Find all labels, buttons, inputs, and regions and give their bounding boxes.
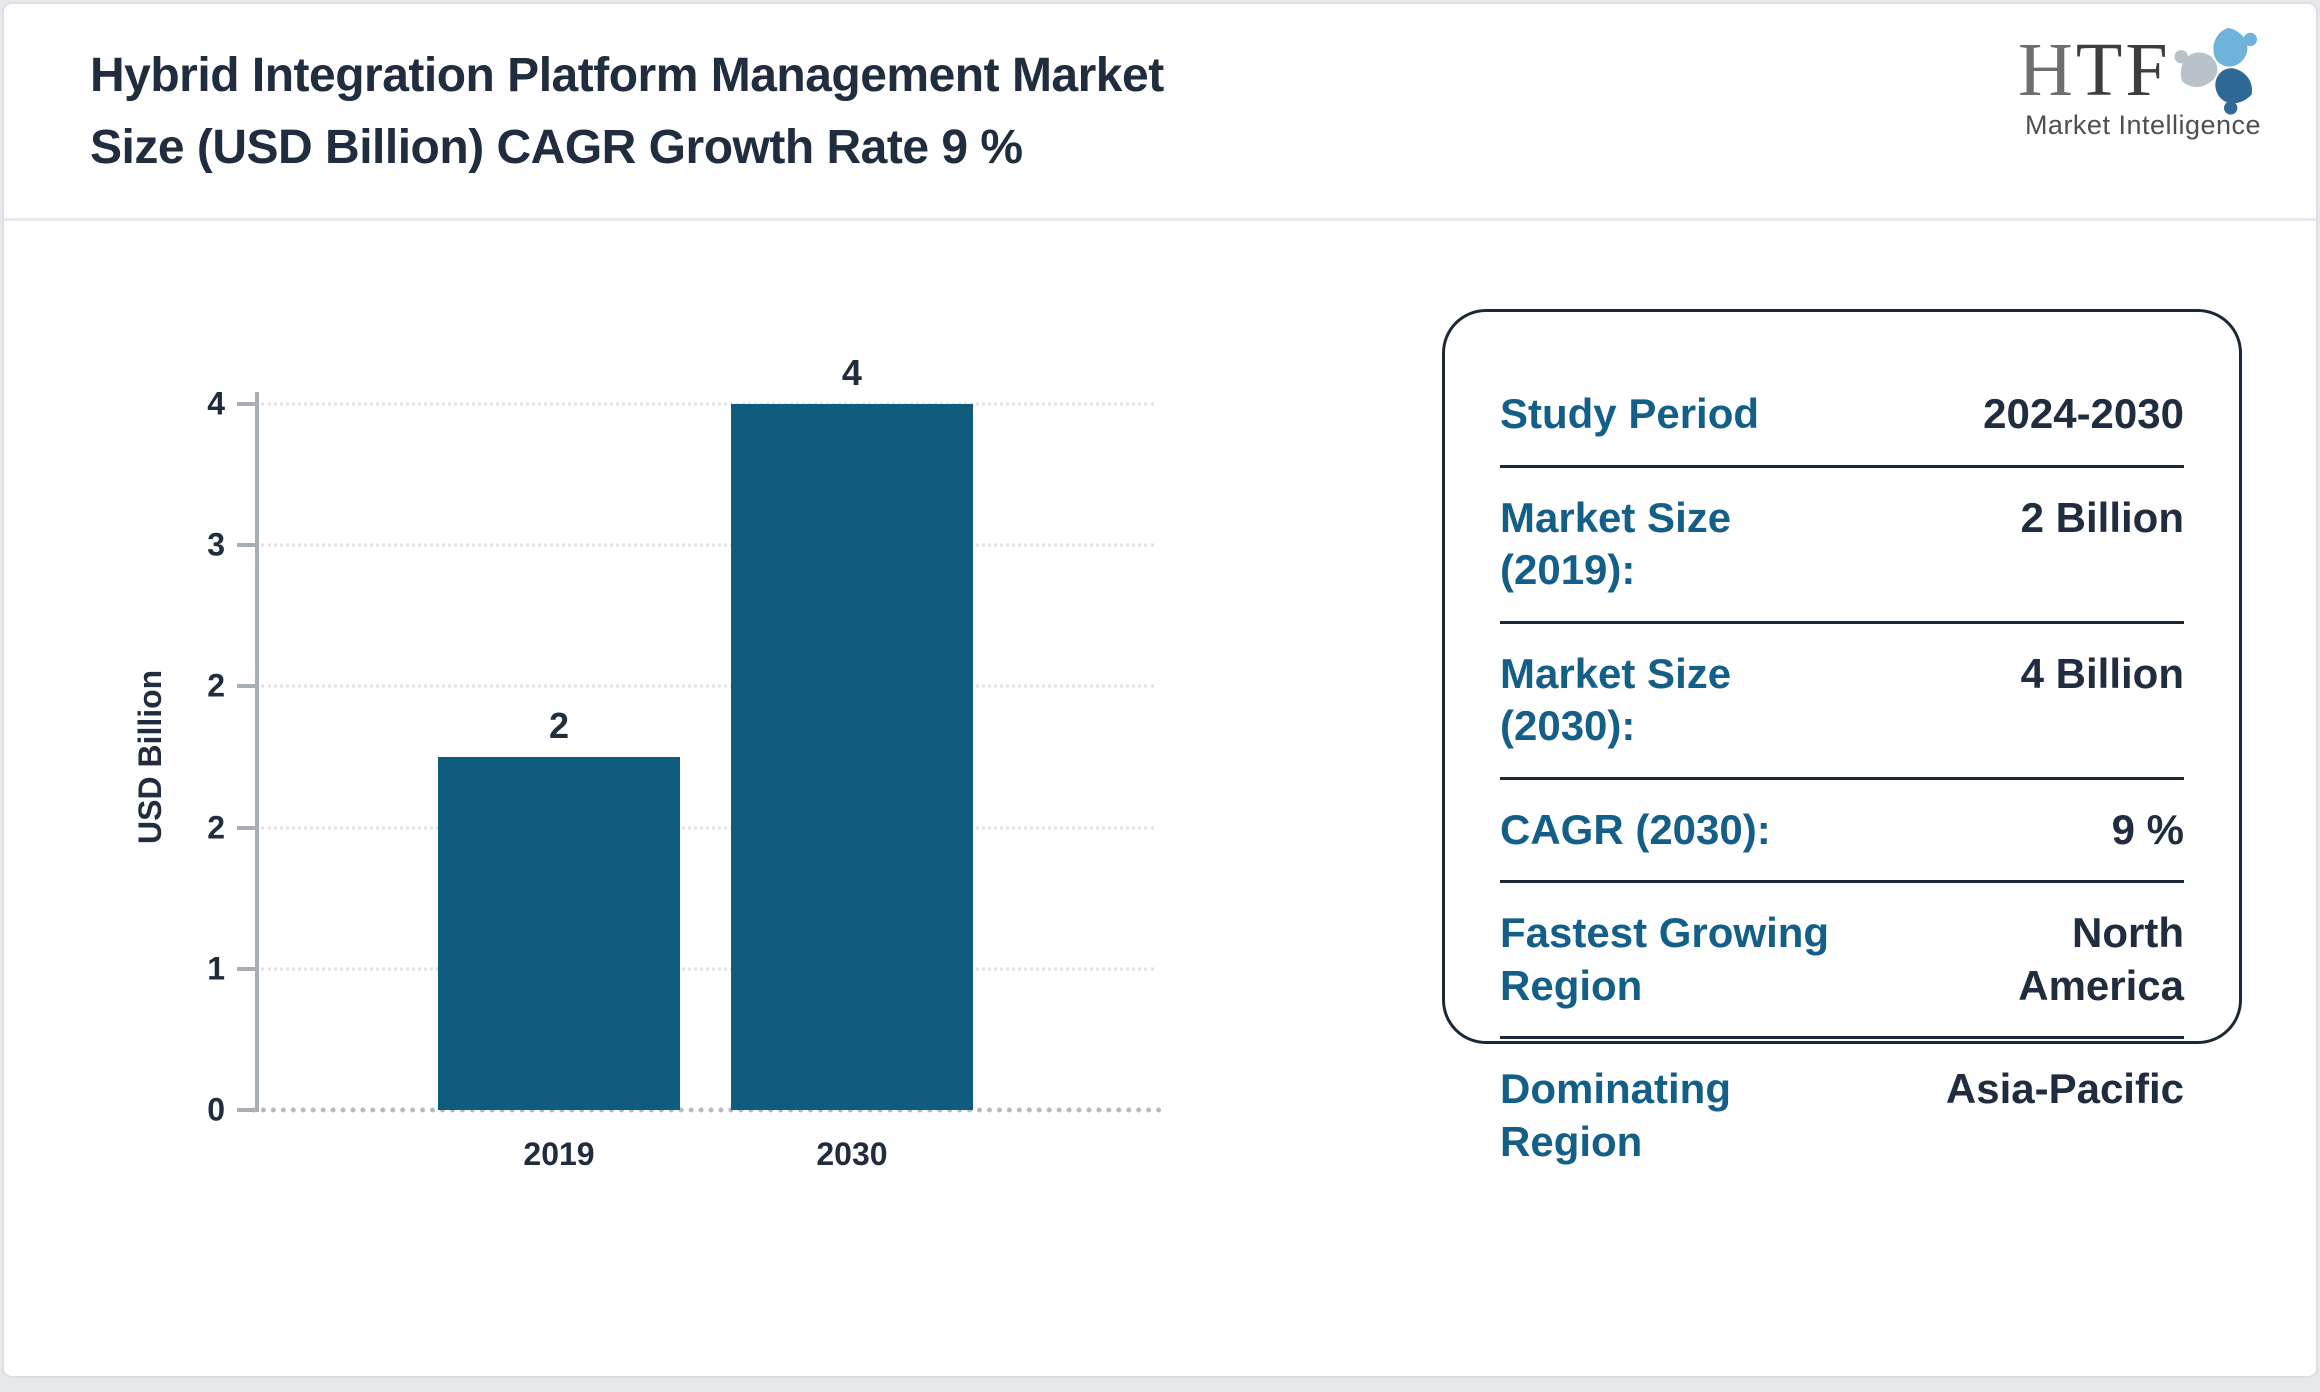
- gridline: [261, 967, 1154, 971]
- y-tick-mark: [237, 825, 255, 830]
- info-row-value: 2 Billion: [2020, 493, 2184, 541]
- info-row-label: Fastest Growing Region: [1500, 909, 1830, 1009]
- y-tick-label: 2: [207, 809, 225, 846]
- x-tick-label: 2030: [816, 1136, 888, 1172]
- info-row-label: Dominating Region: [1500, 1065, 1731, 1165]
- info-row-value: 4 Billion: [2020, 649, 2184, 697]
- y-tick-label: 2: [207, 667, 225, 704]
- bar-2030: [731, 404, 973, 1110]
- gridline: [261, 684, 1154, 688]
- y-tick-mark: [237, 543, 255, 548]
- info-row-value: 9 %: [2111, 805, 2184, 853]
- page-title: Hybrid Integration Platform Management M…: [90, 49, 1164, 174]
- x-axis-baseline: [251, 1107, 1162, 1113]
- logo-subtitle: Market Intelligence: [2024, 110, 2262, 140]
- info-card-rows: Study Period 2024-2030 Market Size (2019):…: [1500, 364, 2184, 1192]
- gridline: [261, 402, 1154, 406]
- y-tick-mark: [237, 1108, 255, 1112]
- y-tick-mark: [237, 966, 255, 971]
- gridline: [261, 543, 1154, 547]
- y-axis-title: USD Billion: [132, 669, 168, 845]
- info-row: Dominating Region Asia-Pacific: [1500, 1039, 2184, 1192]
- htf-people-swirl-icon: [2174, 27, 2257, 115]
- info-row: Fastest Growing Region North America: [1500, 883, 2184, 1039]
- logo-letter-h: H: [2018, 28, 2076, 112]
- info-row: Study Period 2024-2030: [1500, 364, 2184, 468]
- info-row-value: Asia-Pacific: [1945, 1065, 2184, 1112]
- bar-value-label: 2: [548, 705, 570, 746]
- info-card: Study Period 2024-2030 Market Size (2019):…: [1442, 309, 2242, 1165]
- y-tick-label: 0: [207, 1091, 225, 1128]
- y-tick-mark: [237, 684, 255, 689]
- y-tick-label: 1: [207, 950, 225, 987]
- bar-value-label: 4: [841, 352, 862, 393]
- info-row-label: CAGR (2030):: [1500, 805, 1771, 853]
- info-row: CAGR (2030): 9 %: [1500, 780, 2184, 883]
- y-tick-label: 3: [207, 526, 225, 563]
- logo-wordmark: HTF: [2018, 32, 2171, 108]
- y-axis-line: [255, 392, 259, 1112]
- y-tick-label: 4: [207, 385, 225, 422]
- header-divider: [4, 218, 2316, 221]
- htf-logo: HTF Market Intelligence: [2018, 22, 2268, 141]
- info-row-value: 2024-2030: [1983, 390, 2184, 437]
- logo-letters-tf: TF: [2075, 28, 2171, 112]
- info-row: Market Size (2030): 4 Billion: [1500, 624, 2184, 780]
- info-row-label: Study Period: [1500, 390, 1760, 437]
- info-row-label: Market Size (2019):: [1500, 493, 1732, 594]
- x-tick-label: 2019: [523, 1136, 595, 1172]
- gridline: [261, 826, 1154, 830]
- info-row-label: Market Size (2030):: [1500, 649, 1732, 750]
- plot-area: 4 3 2 2 1 0 2 2019 4 2030: [207, 352, 1162, 1172]
- y-tick-mark: [237, 402, 255, 406]
- info-row-value: North America: [2018, 909, 2184, 1009]
- info-row: Market Size (2019): 2 Billion: [1500, 468, 2184, 624]
- bar-2019: [438, 757, 680, 1110]
